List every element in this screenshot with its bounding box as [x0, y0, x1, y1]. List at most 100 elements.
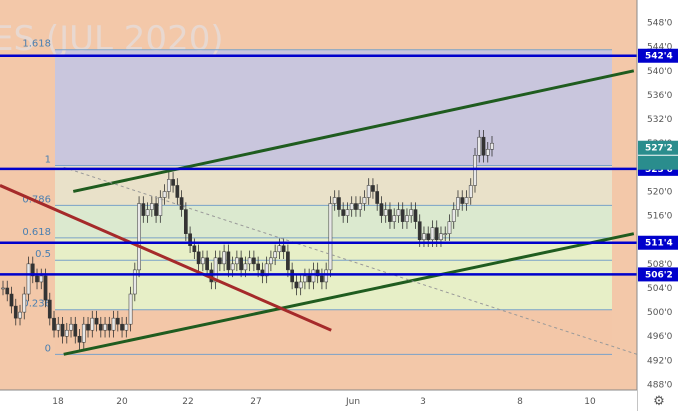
candle-body — [413, 209, 418, 222]
fib-band-4 — [55, 309, 612, 355]
candle-body — [239, 257, 243, 271]
candle-body — [30, 263, 35, 277]
candle-body — [175, 185, 180, 198]
hline-tag-2 — [638, 235, 678, 250]
hline-tag-label-0: 542'4 — [645, 52, 673, 62]
candle-body — [405, 215, 409, 222]
y-tick-label: 488'0 — [647, 381, 673, 391]
candle-body — [303, 275, 307, 283]
y-tick-label: 544'0 — [647, 43, 673, 53]
candle-body — [107, 323, 112, 331]
candle-body — [90, 317, 95, 331]
watermark-text: ES (JUL 2020) — [0, 19, 224, 59]
x-tick-label: Jun — [345, 397, 360, 407]
settings-gear-icon[interactable]: ⚙ — [653, 394, 665, 409]
fib-label-5: 0.236 — [22, 299, 51, 310]
candle-body — [183, 209, 188, 234]
candle-body — [341, 209, 346, 216]
candle-body — [103, 323, 107, 331]
candle-body — [456, 197, 460, 210]
candle-body — [218, 257, 222, 265]
candle-body — [145, 209, 150, 216]
candle-body — [286, 251, 290, 271]
candle-body — [354, 203, 358, 210]
candle-body — [26, 263, 31, 295]
candle-body — [311, 269, 316, 283]
timer-tag — [638, 155, 678, 170]
candle-body — [358, 203, 363, 210]
candle-body — [324, 269, 329, 283]
current-price-tag — [638, 140, 678, 155]
x-tick-label: 8 — [517, 397, 523, 407]
candle-body — [383, 209, 388, 216]
axis-panel — [637, 0, 680, 411]
candle-body — [188, 233, 192, 247]
candle-body — [362, 197, 367, 204]
candle-body — [490, 142, 494, 150]
candle-body — [345, 209, 350, 216]
candle-body — [43, 275, 48, 301]
candle-body — [196, 251, 201, 265]
x-tick-label: 20 — [116, 397, 128, 407]
candle-body — [400, 209, 405, 222]
candle-body — [162, 191, 167, 198]
x-tick-label: 3 — [420, 397, 426, 407]
fib-label-0: 1.618 — [22, 39, 51, 50]
candle-body — [73, 323, 78, 337]
candle-body — [222, 251, 226, 265]
candle-body — [439, 233, 443, 240]
candle-body — [5, 287, 10, 295]
candle-body — [366, 185, 371, 198]
x-axis-panel — [0, 390, 637, 411]
candle-body — [252, 257, 256, 265]
candle-body — [443, 233, 448, 235]
candle-body — [39, 275, 44, 283]
fib-band-0 — [55, 49, 612, 166]
candle-body — [332, 197, 337, 204]
hline-tag-label-1: 523'6 — [645, 165, 673, 175]
candle-body — [120, 323, 124, 331]
candle-body — [260, 269, 265, 277]
candle-body — [60, 323, 65, 337]
candle-body — [192, 245, 197, 253]
hline-tag-3 — [638, 267, 678, 282]
candle-body — [132, 269, 137, 295]
y-tick-label: 516'0 — [647, 212, 673, 222]
candle-body — [137, 203, 141, 271]
candle-body — [154, 203, 158, 216]
candle-body — [277, 245, 282, 253]
candle-body — [294, 281, 299, 289]
candle-body — [388, 209, 392, 222]
x-tick-label: 22 — [182, 397, 193, 407]
candle-body — [269, 257, 273, 265]
candle-body — [451, 209, 456, 222]
candle-body — [315, 269, 320, 277]
y-tick-label: 540'0 — [647, 67, 673, 77]
candle-body — [243, 263, 248, 271]
candle-body — [396, 209, 401, 216]
candle-body — [9, 293, 14, 307]
candle-body — [477, 136, 482, 156]
candle-body — [235, 257, 239, 265]
candle-body — [115, 317, 120, 325]
candle-body — [307, 275, 312, 283]
candle-body — [328, 203, 333, 271]
candle-body — [485, 148, 490, 156]
trendline-red — [0, 184, 332, 332]
x-tick-label: 18 — [52, 397, 64, 407]
candle-body — [264, 263, 269, 277]
candle-body — [13, 305, 18, 319]
fib-label-4: 0.5 — [35, 249, 51, 260]
y-tick-label: 520'0 — [647, 187, 673, 197]
candle-body — [426, 233, 431, 240]
candle-body — [417, 221, 422, 240]
x-tick-label: 10 — [584, 397, 596, 407]
candle-body — [464, 197, 469, 204]
candle-body — [320, 275, 324, 283]
candle-body — [473, 155, 477, 186]
candle-body — [201, 257, 205, 265]
candle-body — [128, 293, 133, 325]
candle-body — [256, 263, 260, 271]
candle-body — [349, 203, 354, 210]
